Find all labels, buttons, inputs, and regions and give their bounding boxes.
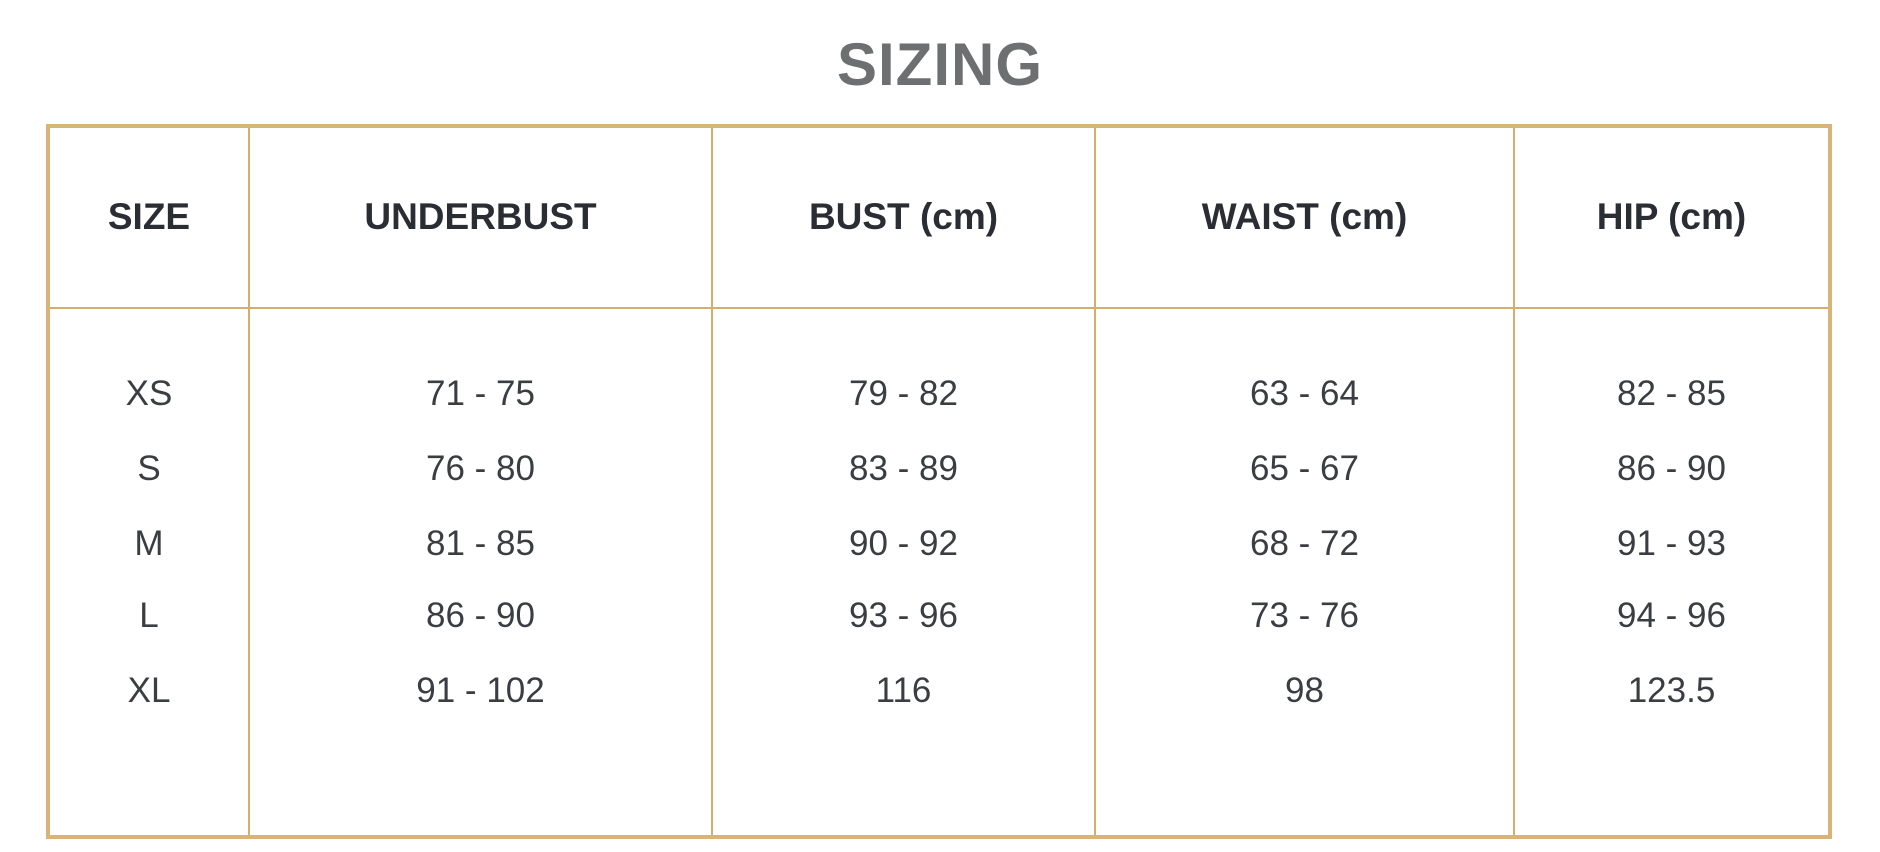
cell-waist: 68 - 72 <box>1250 524 1359 563</box>
cell-underbust: 91 - 102 <box>416 671 545 710</box>
column-underbust: UNDERBUST 71 - 75 76 - 80 81 - 85 86 - 90 91 … <box>250 128 711 835</box>
header-waist: WAIST (cm) <box>1201 196 1408 237</box>
cell-waist: 65 - 67 <box>1250 449 1359 488</box>
cell-bust: 116 <box>875 671 932 710</box>
cell-underbust: 86 - 90 <box>426 596 535 635</box>
column-divider <box>1513 128 1515 835</box>
cell-waist: 98 <box>1285 671 1324 710</box>
column-divider <box>711 128 713 835</box>
cell-underbust: 76 - 80 <box>426 449 535 488</box>
cell-hip: 86 - 90 <box>1617 449 1726 488</box>
header-divider <box>50 307 1828 309</box>
cell-hip: 91 - 93 <box>1617 524 1726 563</box>
cell-bust: 79 - 82 <box>849 374 958 413</box>
cell-underbust: 81 - 85 <box>426 524 535 563</box>
column-hip: HIP (cm) 82 - 85 86 - 90 91 - 93 94 - 96 123.… <box>1515 128 1828 835</box>
cell-hip: 123.5 <box>1627 671 1716 710</box>
cell-waist: 63 - 64 <box>1250 374 1359 413</box>
header-bust: BUST (cm) <box>808 196 999 237</box>
column-size: SIZE XS S M L XL <box>50 128 248 835</box>
cell-hip: 82 - 85 <box>1617 374 1726 413</box>
column-divider <box>1094 128 1096 835</box>
header-underbust: UNDERBUST <box>364 196 597 237</box>
cell-waist: 73 - 76 <box>1250 596 1359 635</box>
column-divider <box>248 128 250 835</box>
column-waist: WAIST (cm) 63 - 64 65 - 67 68 - 72 73 - 76 98 <box>1096 128 1513 835</box>
cell-hip: 94 - 96 <box>1617 596 1726 635</box>
header-size: SIZE <box>107 196 191 237</box>
header-hip: HIP (cm) <box>1596 196 1747 237</box>
sizing-table: SIZE XS S M L XL UNDERBUST 71 - 75 76 - 80 81 - 8… <box>46 124 1832 839</box>
cell-bust: 90 - 92 <box>849 524 958 563</box>
cell-size: M <box>134 524 164 563</box>
page-title: SIZING <box>836 31 1043 98</box>
cell-bust: 83 - 89 <box>849 449 958 488</box>
cell-size: S <box>137 449 161 488</box>
cell-size: XL <box>127 671 171 710</box>
cell-bust: 93 - 96 <box>849 596 958 635</box>
column-bust: BUST (cm) 79 - 82 83 - 89 90 - 92 93 - 96 116 <box>713 128 1094 835</box>
cell-size: L <box>139 596 159 635</box>
cell-underbust: 71 - 75 <box>426 374 535 413</box>
cell-size: XS <box>125 374 173 413</box>
